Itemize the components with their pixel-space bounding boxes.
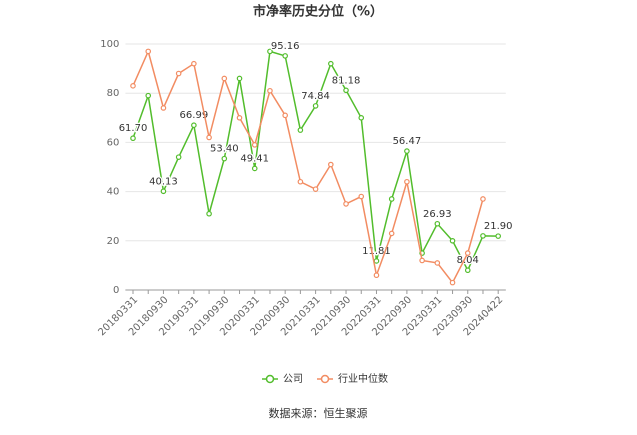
y-tick-label: 0 xyxy=(113,285,119,296)
data-label: 74.84 xyxy=(301,91,330,102)
point xyxy=(191,122,197,129)
data-label: 95.16 xyxy=(271,41,300,52)
data-label: 26.93 xyxy=(423,209,452,220)
point xyxy=(373,272,380,279)
series-line xyxy=(132,49,484,285)
chart-title: 市净率历史分位（%） xyxy=(253,4,383,20)
point xyxy=(328,60,334,67)
point xyxy=(343,87,349,94)
point xyxy=(358,193,365,200)
point xyxy=(145,48,152,55)
legend-marker xyxy=(320,374,330,384)
point xyxy=(388,196,395,202)
point xyxy=(160,105,167,111)
series-line xyxy=(132,50,499,272)
point xyxy=(251,142,258,148)
point xyxy=(312,103,319,109)
point xyxy=(206,134,212,141)
point xyxy=(160,188,167,195)
legend-label: 行业中位数 xyxy=(338,372,388,385)
point xyxy=(236,75,243,82)
y-tick-label: 100 xyxy=(100,39,119,50)
point xyxy=(297,127,304,133)
point xyxy=(388,230,395,237)
point xyxy=(328,161,334,168)
point xyxy=(404,148,410,154)
data-label: 66.99 xyxy=(180,110,209,121)
point xyxy=(480,233,486,239)
point xyxy=(145,92,152,99)
point xyxy=(236,115,243,121)
point xyxy=(480,196,486,202)
point xyxy=(464,267,471,274)
data-label: 49.41 xyxy=(240,153,269,164)
point xyxy=(267,48,273,55)
point xyxy=(434,260,441,266)
legend-label: 公司 xyxy=(283,374,303,385)
point xyxy=(434,220,441,227)
point xyxy=(267,87,273,94)
data-label: 8.04 xyxy=(457,255,479,266)
point xyxy=(221,75,228,82)
data-label: 40.13 xyxy=(149,176,178,187)
point xyxy=(297,178,304,185)
point xyxy=(175,154,182,160)
point xyxy=(206,210,212,217)
point xyxy=(495,233,501,239)
point xyxy=(251,165,258,172)
y-tick-label: 40 xyxy=(107,187,120,198)
point xyxy=(404,178,410,185)
point xyxy=(282,53,288,59)
source: 数据来源：恒生聚源 xyxy=(269,406,368,420)
y-tick-label: 20 xyxy=(107,236,120,247)
point xyxy=(464,250,471,256)
point xyxy=(221,155,228,162)
point xyxy=(191,60,197,67)
point xyxy=(419,257,425,264)
data-label: 81.18 xyxy=(332,75,361,86)
point xyxy=(312,186,319,192)
data-label: 56.47 xyxy=(393,136,422,147)
point xyxy=(449,279,456,286)
point xyxy=(175,70,182,77)
y-tick-label: 80 xyxy=(107,88,120,99)
point xyxy=(358,115,365,121)
point xyxy=(130,83,136,89)
point xyxy=(130,135,136,142)
data-label: 21.90 xyxy=(484,221,513,232)
legend-marker xyxy=(265,374,275,384)
point xyxy=(282,112,288,119)
data-label: 61.70 xyxy=(119,123,148,134)
point xyxy=(373,258,380,264)
point xyxy=(449,238,456,244)
data-label: 53.40 xyxy=(210,144,239,155)
y-tick-label: 60 xyxy=(107,137,120,148)
point xyxy=(343,201,349,207)
